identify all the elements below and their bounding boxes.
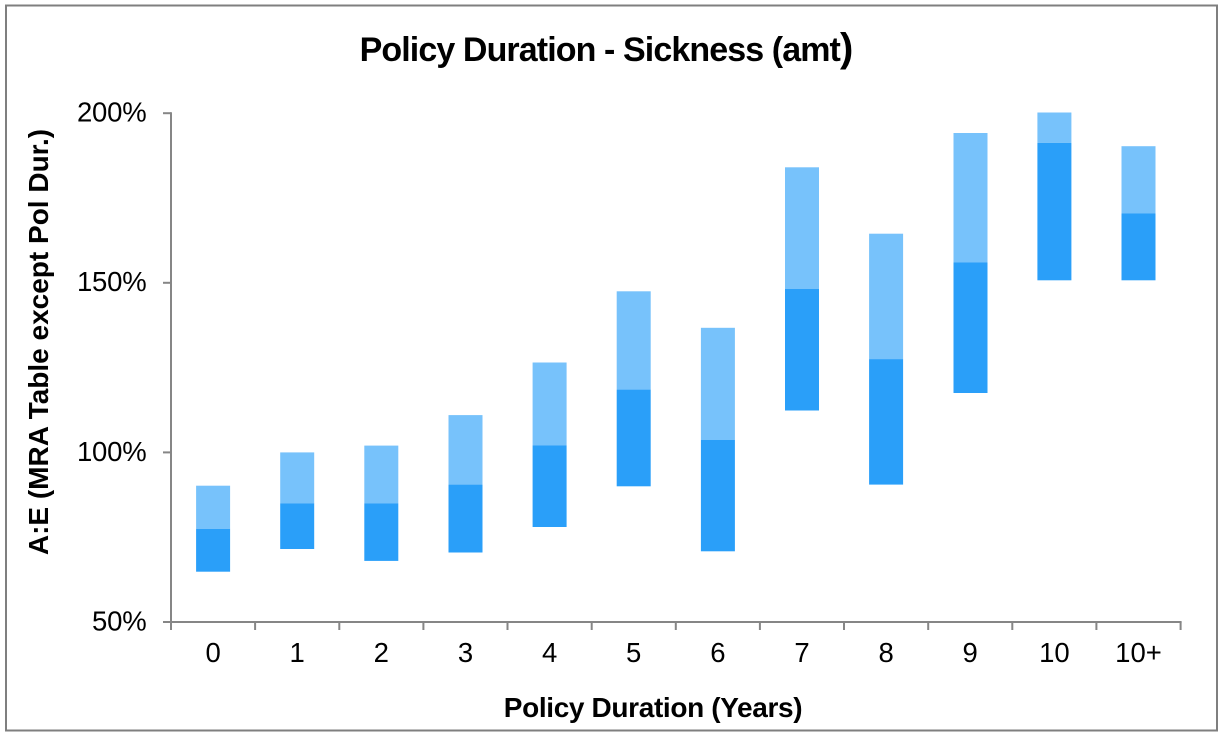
svg-text:50%: 50%: [92, 605, 146, 636]
svg-text:9: 9: [963, 637, 978, 668]
svg-text:A:E (MRA Table except Pol Dur.: A:E (MRA Table except Pol Dur.): [23, 129, 54, 555]
svg-text:7: 7: [794, 637, 809, 668]
svg-text:6: 6: [710, 637, 725, 668]
svg-text:Policy Duration (Years): Policy Duration (Years): [504, 692, 803, 723]
svg-text:2: 2: [374, 637, 389, 668]
svg-text:1: 1: [290, 637, 305, 668]
svg-text:150%: 150%: [77, 266, 147, 297]
svg-text:5: 5: [626, 637, 641, 668]
svg-text:4: 4: [542, 637, 557, 668]
svg-text:10: 10: [1039, 637, 1070, 668]
svg-text:10+: 10+: [1115, 637, 1162, 668]
svg-text:100%: 100%: [77, 436, 147, 467]
svg-text:Policy Duration - Sickness (am: Policy Duration - Sickness (amt): [360, 26, 853, 70]
svg-text:8: 8: [878, 637, 893, 668]
svg-text:200%: 200%: [77, 97, 147, 128]
svg-text:0: 0: [205, 637, 220, 668]
svg-text:3: 3: [458, 637, 473, 668]
